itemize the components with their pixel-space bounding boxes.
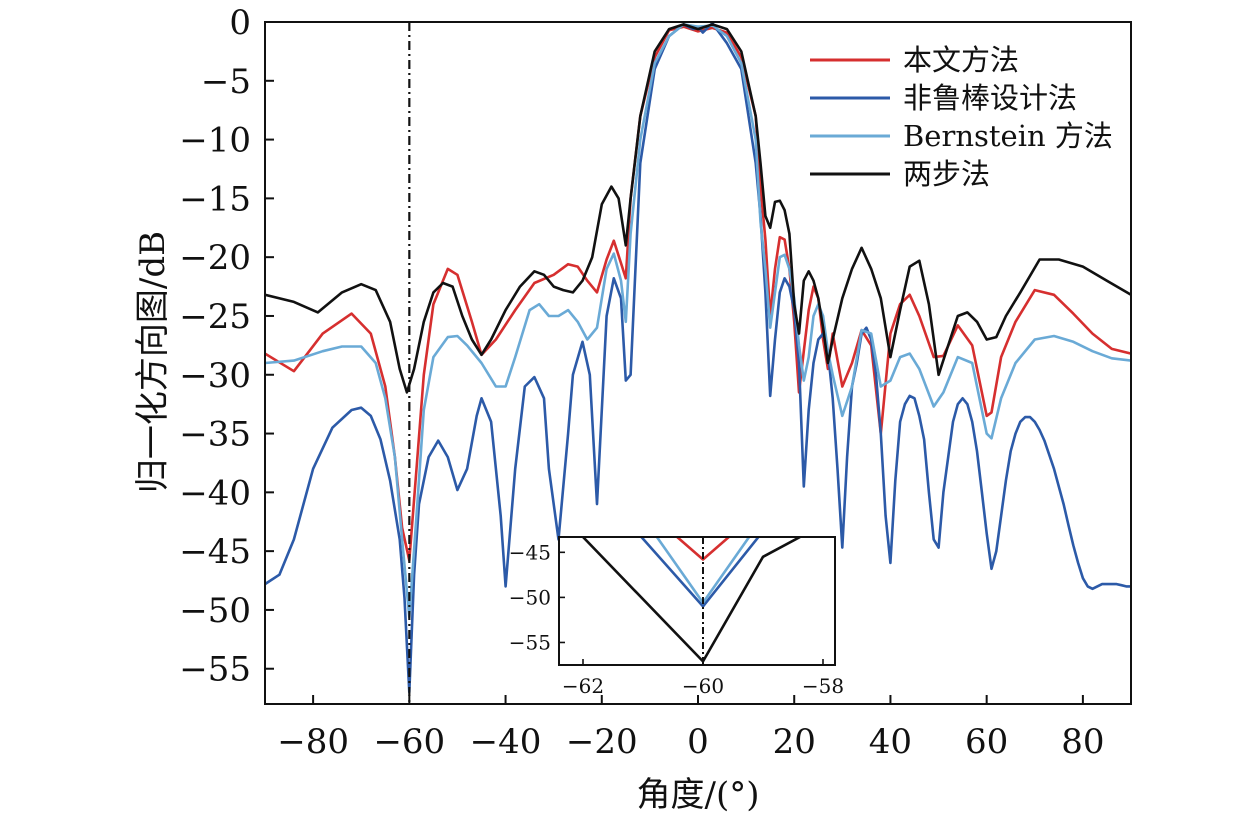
y-tick-label: −55: [179, 650, 251, 690]
inset-y-tick-label: −55: [509, 630, 551, 654]
legend-label-0: 本文方法: [903, 43, 1019, 77]
y-axis: 0 −5 −10 −15 −20 −25 −30 −35 −40 −45 −50 −55: [179, 3, 274, 690]
series-line-1: [265, 22, 1131, 694]
inset-x-tick-label: −62: [562, 674, 604, 698]
series-line-3: [265, 23, 1131, 394]
x-axis: −80 −60 −40 −20 0 20 40 60 80: [277, 695, 1105, 762]
inset-x-tick-label: −60: [682, 674, 724, 698]
inset-series-line-3: [582, 537, 803, 663]
x-tick-label: −80: [277, 722, 349, 762]
series-line-2: [265, 23, 1131, 619]
x-tick-label: 60: [965, 722, 1008, 762]
y-tick-label: −5: [201, 62, 251, 102]
y-tick-label: −40: [179, 473, 251, 513]
y-tick-label: −50: [179, 591, 251, 631]
y-tick-label: −30: [179, 356, 251, 396]
legend-label-1: 非鲁棒设计法: [903, 81, 1077, 115]
inset-y-axis: −45 −50 −55: [509, 540, 565, 654]
inset-series-line-1: [639, 537, 761, 608]
x-tick-label: −40: [470, 722, 542, 762]
x-axis-title: 角度/(°): [637, 775, 760, 815]
y-tick-label: −15: [179, 179, 251, 219]
y-tick-label: −45: [179, 532, 251, 572]
y-tick-label: −20: [179, 238, 251, 278]
legend-label-2: Bernstein 方法: [903, 119, 1113, 153]
inset-x-axis: −62 −60 −58: [562, 659, 844, 698]
x-tick-label: 80: [1061, 722, 1104, 762]
inset-frame: [558, 536, 836, 666]
x-tick-label: −20: [566, 722, 638, 762]
y-tick-label: −35: [179, 415, 251, 455]
inset-y-tick-label: −50: [509, 585, 551, 609]
x-tick-label: −60: [373, 722, 445, 762]
inset-y-tick-label: −45: [509, 540, 551, 564]
inset-series-line-0: [675, 537, 731, 561]
inset-zoom-panel: −62 −60 −58 −45 −50 −55: [509, 536, 844, 698]
x-tick-label: 40: [869, 722, 912, 762]
x-tick-label: 0: [687, 722, 709, 762]
y-axis-title: 归一化方向图/dB: [133, 231, 173, 493]
y-tick-label: −25: [179, 297, 251, 337]
legend-label-3: 两步法: [903, 157, 990, 191]
y-tick-label: −10: [179, 121, 251, 161]
main-series-layer: [265, 22, 1131, 694]
x-tick-label: 20: [773, 722, 816, 762]
inset-x-tick-label: −58: [802, 674, 844, 698]
y-tick-label: 0: [229, 3, 251, 43]
